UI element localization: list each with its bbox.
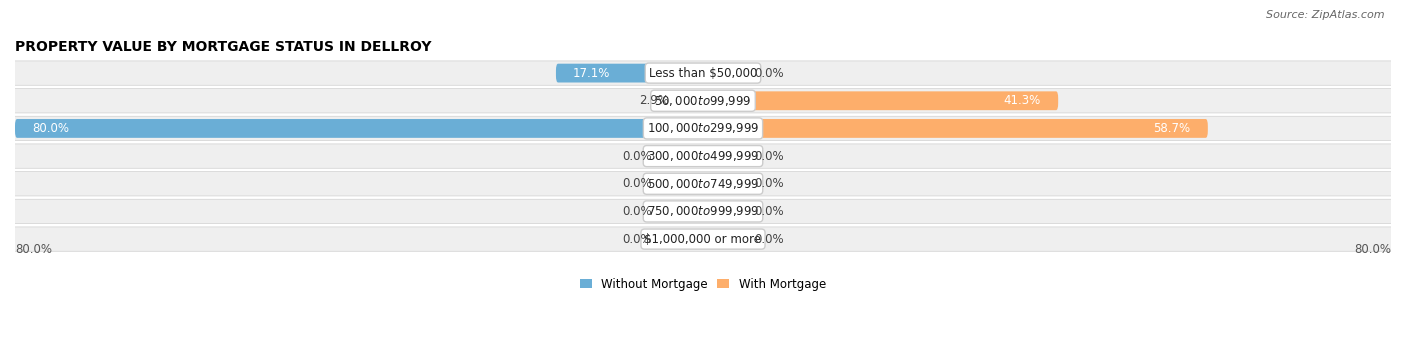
Text: 0.0%: 0.0%: [621, 205, 651, 218]
FancyBboxPatch shape: [703, 64, 747, 83]
FancyBboxPatch shape: [659, 174, 703, 193]
Text: 0.0%: 0.0%: [621, 150, 651, 163]
FancyBboxPatch shape: [0, 227, 1406, 251]
FancyBboxPatch shape: [0, 61, 1406, 85]
Text: 80.0%: 80.0%: [1354, 243, 1391, 256]
Text: Less than $50,000: Less than $50,000: [648, 66, 758, 79]
Legend: Without Mortgage, With Mortgage: Without Mortgage, With Mortgage: [575, 273, 831, 295]
Text: 0.0%: 0.0%: [755, 233, 785, 246]
Text: $50,000 to $99,999: $50,000 to $99,999: [654, 94, 752, 108]
Text: 0.0%: 0.0%: [621, 233, 651, 246]
FancyBboxPatch shape: [703, 147, 747, 165]
Text: $1,000,000 or more: $1,000,000 or more: [644, 233, 762, 246]
Text: 2.9%: 2.9%: [640, 94, 669, 107]
FancyBboxPatch shape: [703, 91, 1059, 110]
FancyBboxPatch shape: [0, 172, 1406, 196]
FancyBboxPatch shape: [703, 230, 747, 249]
Text: $500,000 to $749,999: $500,000 to $749,999: [647, 177, 759, 191]
Text: Source: ZipAtlas.com: Source: ZipAtlas.com: [1267, 10, 1385, 20]
FancyBboxPatch shape: [15, 119, 703, 138]
FancyBboxPatch shape: [703, 119, 1208, 138]
FancyBboxPatch shape: [703, 174, 747, 193]
FancyBboxPatch shape: [678, 91, 703, 110]
Text: 80.0%: 80.0%: [32, 122, 69, 135]
Text: 0.0%: 0.0%: [755, 205, 785, 218]
Text: 0.0%: 0.0%: [755, 150, 785, 163]
Text: $100,000 to $299,999: $100,000 to $299,999: [647, 121, 759, 135]
Text: $300,000 to $499,999: $300,000 to $499,999: [647, 149, 759, 163]
FancyBboxPatch shape: [0, 199, 1406, 224]
FancyBboxPatch shape: [703, 202, 747, 221]
Text: 80.0%: 80.0%: [15, 243, 52, 256]
FancyBboxPatch shape: [0, 116, 1406, 140]
FancyBboxPatch shape: [0, 144, 1406, 168]
Text: 0.0%: 0.0%: [755, 66, 785, 79]
FancyBboxPatch shape: [555, 64, 703, 83]
Text: 0.0%: 0.0%: [755, 177, 785, 190]
FancyBboxPatch shape: [0, 89, 1406, 113]
Text: 17.1%: 17.1%: [574, 66, 610, 79]
Text: PROPERTY VALUE BY MORTGAGE STATUS IN DELLROY: PROPERTY VALUE BY MORTGAGE STATUS IN DEL…: [15, 40, 432, 54]
FancyBboxPatch shape: [659, 147, 703, 165]
Text: 0.0%: 0.0%: [621, 177, 651, 190]
Text: $750,000 to $999,999: $750,000 to $999,999: [647, 205, 759, 219]
Text: 41.3%: 41.3%: [1004, 94, 1040, 107]
FancyBboxPatch shape: [659, 202, 703, 221]
FancyBboxPatch shape: [659, 230, 703, 249]
Text: 58.7%: 58.7%: [1153, 122, 1191, 135]
